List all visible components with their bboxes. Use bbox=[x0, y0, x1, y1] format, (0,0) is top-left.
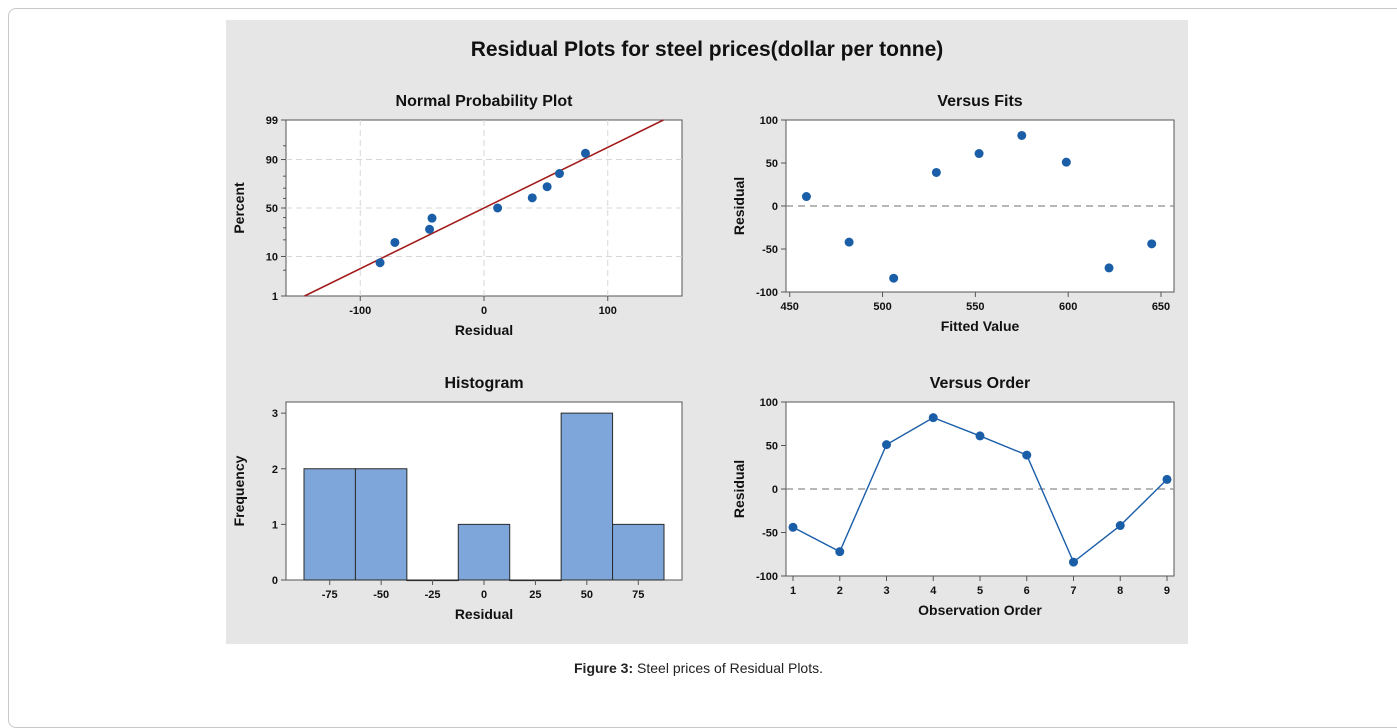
order-xlabel: Observation Order bbox=[918, 602, 1042, 618]
hist-xtick-label: 0 bbox=[481, 589, 487, 601]
npp-point bbox=[554, 169, 564, 179]
plots-layer: Normal Probability Plot Residual Percent -1… bbox=[231, 93, 1175, 622]
fits-ytick-label: 100 bbox=[760, 115, 778, 127]
fits-xtick-label: 450 bbox=[781, 301, 799, 313]
hist-xtick-label: -75 bbox=[322, 589, 338, 601]
order-ytick-label: -50 bbox=[762, 528, 778, 540]
order-ytick-label: -100 bbox=[756, 571, 778, 583]
fits-xtick-label: 550 bbox=[966, 301, 984, 313]
fits-point bbox=[1017, 130, 1027, 140]
order-xtick-label: 2 bbox=[837, 585, 843, 597]
order-xtick-label: 6 bbox=[1024, 585, 1030, 597]
hist-ytick-label: 2 bbox=[272, 464, 278, 476]
hist-xlabel: Residual bbox=[455, 606, 513, 622]
caption-label: Figure 3: bbox=[574, 660, 634, 676]
order-point bbox=[788, 522, 798, 532]
hist-ylabel: Frequency bbox=[231, 455, 247, 526]
order-xtick-label: 9 bbox=[1164, 585, 1170, 597]
order-point bbox=[882, 440, 892, 450]
fits-ylabel: Residual bbox=[731, 177, 747, 235]
order-xtick-label: 4 bbox=[930, 585, 937, 597]
npp-ytick-label: 10 bbox=[266, 251, 278, 263]
fits-point bbox=[844, 237, 854, 247]
npp-point bbox=[493, 203, 503, 213]
order-point bbox=[975, 431, 985, 441]
npp-ytick-label: 1 bbox=[272, 291, 278, 303]
npp-point bbox=[390, 237, 400, 247]
fits-title: Versus Fits bbox=[937, 93, 1022, 110]
npp-ylabel: Percent bbox=[231, 182, 247, 234]
fits-point bbox=[889, 273, 899, 283]
order-point bbox=[928, 413, 938, 423]
hist-bar bbox=[612, 523, 665, 581]
order-ylabel: Residual bbox=[731, 460, 747, 518]
hist-xtick-label: 25 bbox=[529, 589, 541, 601]
fits-ytick-label: -50 bbox=[762, 244, 778, 256]
fits-point bbox=[801, 192, 811, 202]
npp-xtick-label: -100 bbox=[349, 305, 371, 317]
order-point bbox=[1115, 521, 1125, 531]
npp-xtick-label: 0 bbox=[481, 305, 487, 317]
fits-xtick-label: 650 bbox=[1152, 301, 1170, 313]
fits-point bbox=[1061, 157, 1071, 167]
fits-point bbox=[974, 149, 984, 159]
order-point bbox=[1162, 474, 1172, 484]
order-ytick-label: 50 bbox=[766, 441, 778, 453]
hist-bar bbox=[354, 468, 408, 581]
hist-xtick-label: -25 bbox=[425, 589, 441, 601]
npp-point bbox=[580, 148, 590, 158]
caption-text: Steel prices of Residual Plots. bbox=[633, 660, 823, 676]
fits-xtick-label: 500 bbox=[873, 301, 891, 313]
hist-bar bbox=[560, 412, 614, 581]
order-xtick-label: 1 bbox=[790, 585, 796, 597]
residual-plots-figure: Residual Plots for steel prices(dollar p… bbox=[231, 38, 1175, 622]
order-point bbox=[835, 547, 845, 557]
fits-xlabel: Fitted Value bbox=[941, 318, 1020, 334]
npp-point bbox=[375, 258, 385, 268]
order-point bbox=[1022, 450, 1032, 460]
npp-xtick-label: 100 bbox=[599, 305, 617, 317]
npp-point bbox=[527, 193, 537, 203]
hist-ytick-label: 0 bbox=[272, 575, 278, 587]
fits-ytick-label: 0 bbox=[772, 201, 778, 213]
npp-ytick-label: 99 bbox=[266, 115, 278, 127]
figure-caption: Figure 3: Steel prices of Residual Plots… bbox=[0, 660, 1397, 676]
hist-ytick-label: 3 bbox=[272, 408, 278, 420]
npp-ytick-label: 50 bbox=[266, 203, 278, 215]
hist-bar bbox=[303, 468, 356, 581]
hist-xtick-label: 75 bbox=[632, 589, 644, 601]
order-xtick-label: 5 bbox=[977, 585, 983, 597]
order-xtick-label: 3 bbox=[883, 585, 889, 597]
fits-ytick-label: 50 bbox=[766, 158, 778, 170]
hist-title: Histogram bbox=[444, 375, 523, 392]
npp-point bbox=[427, 213, 437, 223]
figure-title: Residual Plots for steel prices(dollar p… bbox=[471, 38, 944, 61]
npp-point bbox=[542, 182, 552, 192]
order-ytick-label: 100 bbox=[760, 397, 778, 409]
npp-fit-line bbox=[304, 119, 664, 297]
hist-ytick-label: 1 bbox=[272, 519, 278, 531]
npp-ytick-label: 90 bbox=[266, 155, 278, 167]
order-xtick-label: 7 bbox=[1070, 585, 1076, 597]
hist-xtick-label: -50 bbox=[373, 589, 389, 601]
order-title: Versus Order bbox=[930, 375, 1031, 392]
fits-ytick-label: -100 bbox=[756, 287, 778, 299]
order-ytick-label: 0 bbox=[772, 484, 778, 496]
fits-xtick-label: 600 bbox=[1059, 301, 1077, 313]
hist-bar bbox=[457, 523, 511, 581]
npp-xlabel: Residual bbox=[455, 322, 513, 338]
fits-point bbox=[931, 167, 941, 177]
npp-point bbox=[425, 224, 435, 234]
npp-title: Normal Probability Plot bbox=[396, 93, 574, 110]
hist-xtick-label: 50 bbox=[581, 589, 593, 601]
fits-point bbox=[1104, 263, 1114, 273]
order-point bbox=[1068, 557, 1078, 567]
fits-point bbox=[1147, 239, 1157, 249]
order-xtick-label: 8 bbox=[1117, 585, 1123, 597]
